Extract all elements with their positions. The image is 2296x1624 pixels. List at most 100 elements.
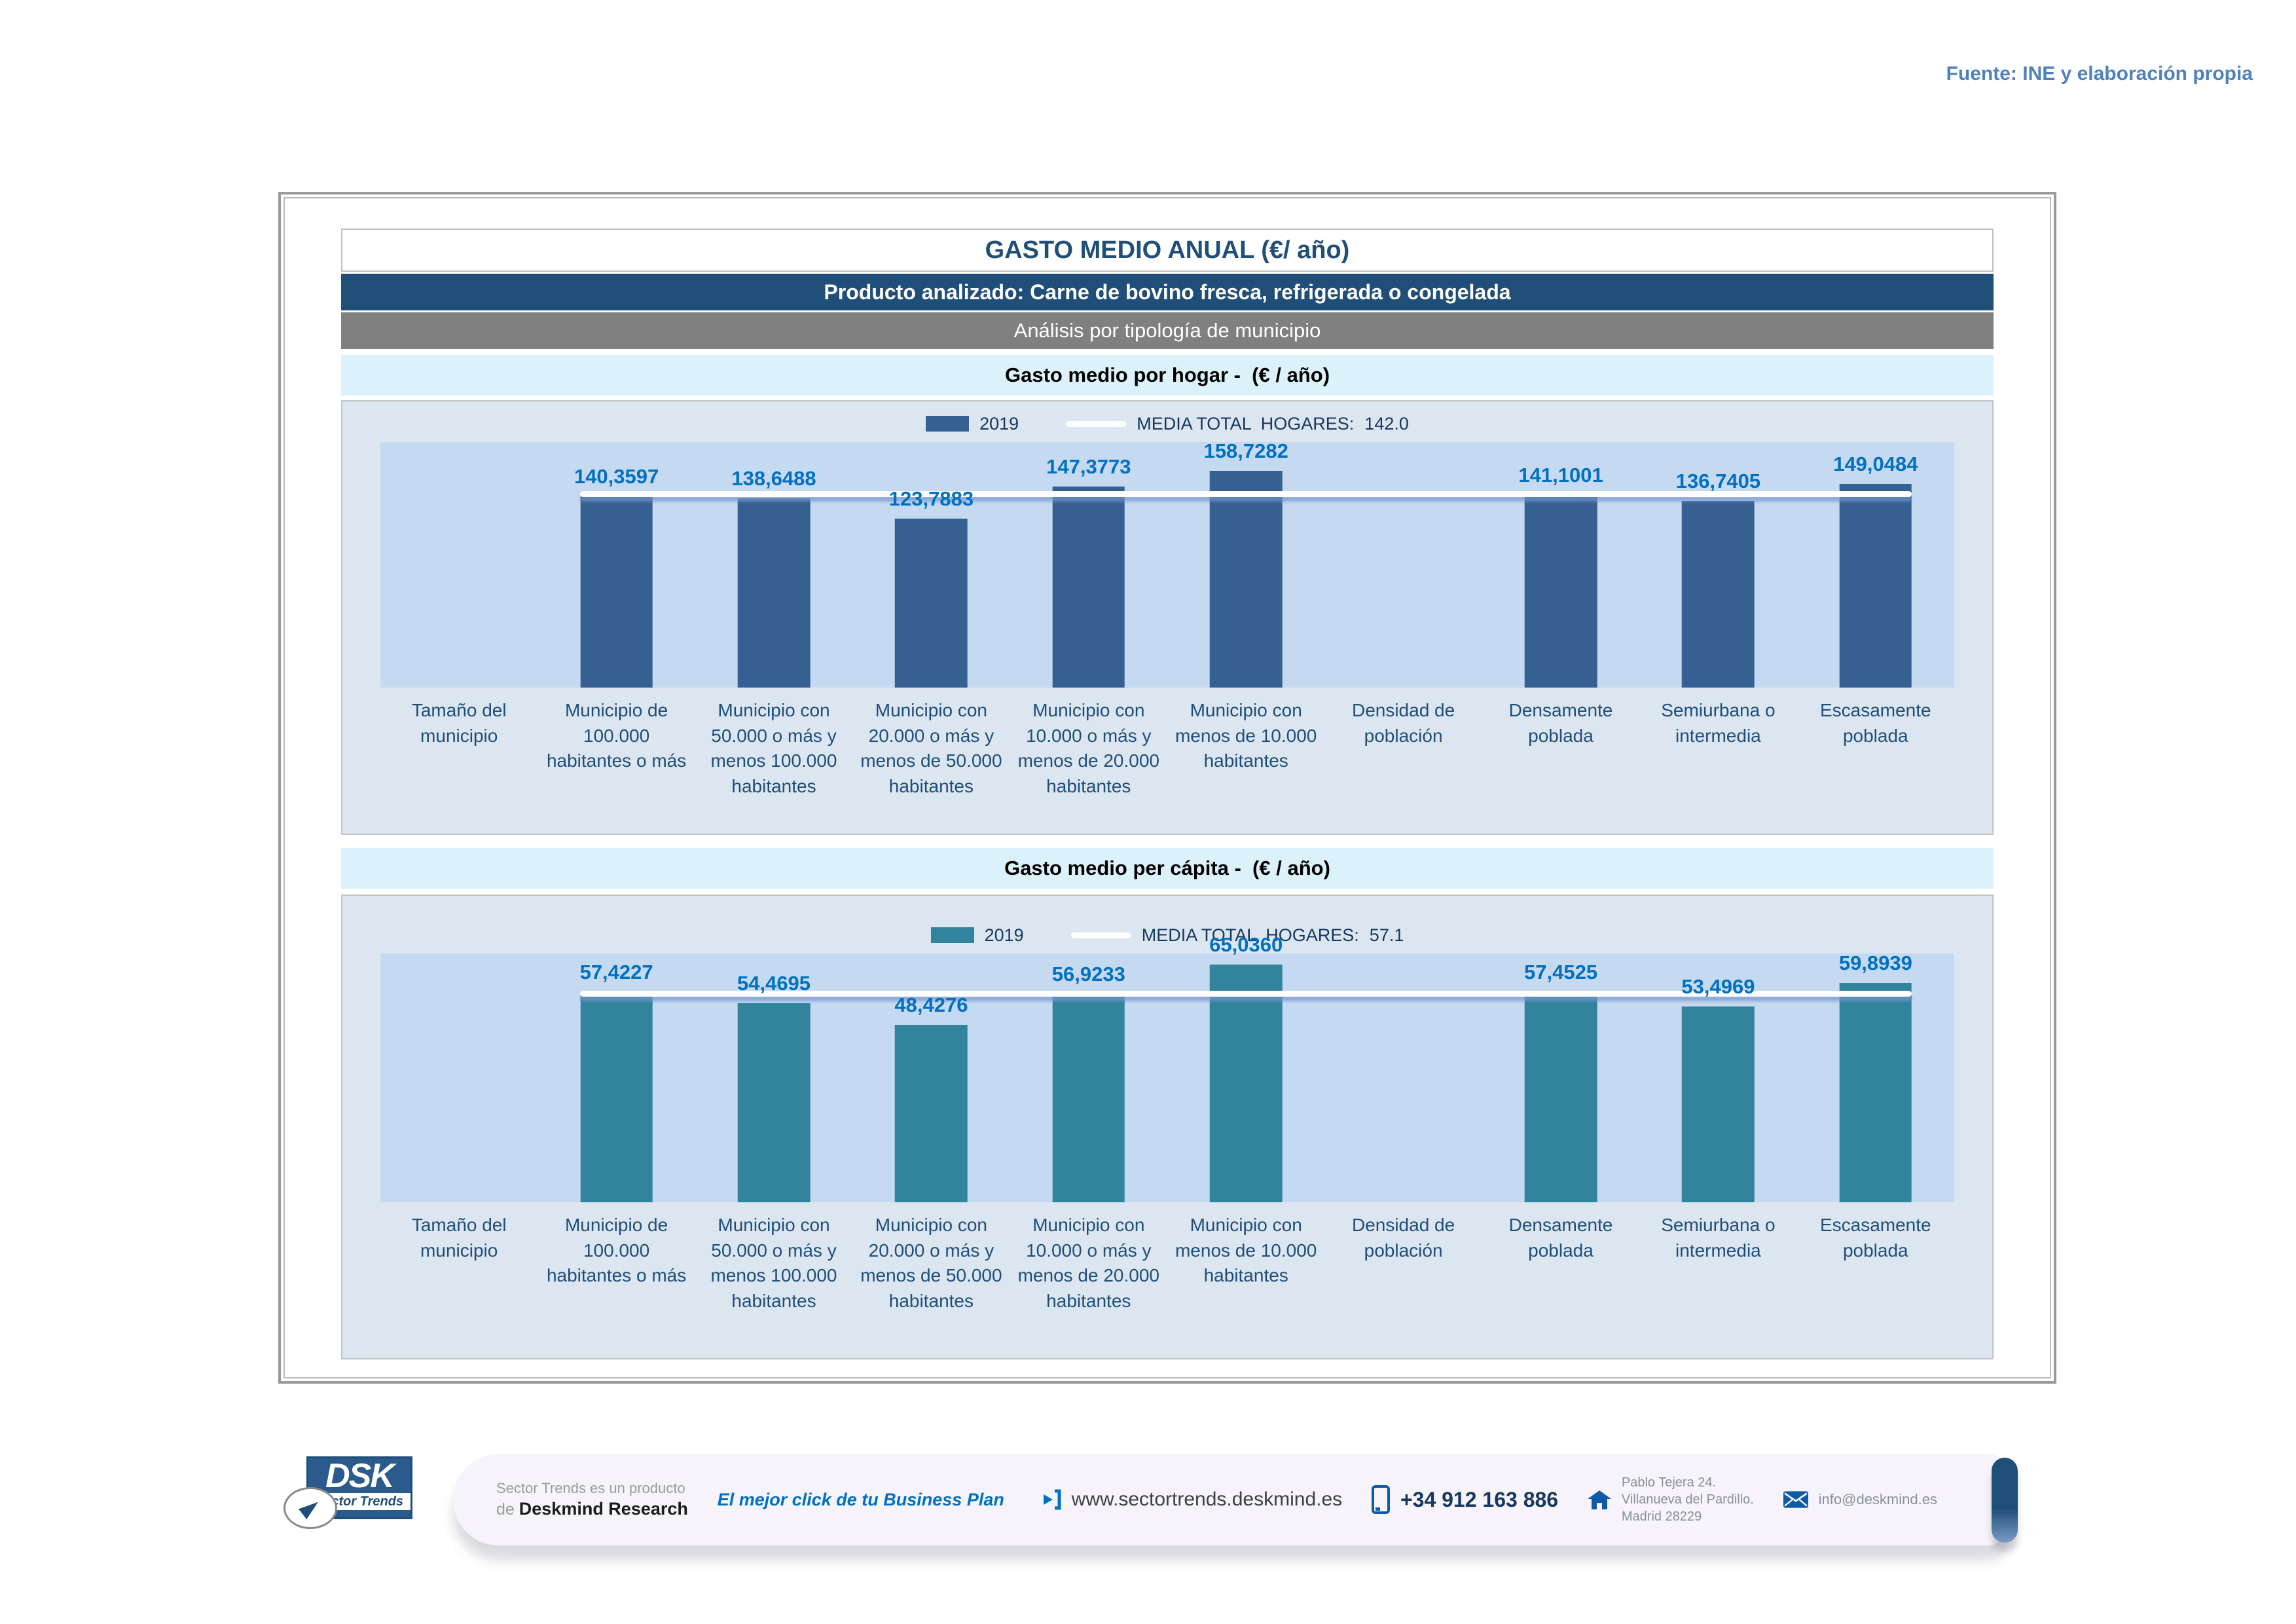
mean-label: MEDIA TOTAL HOGARES: <box>1141 925 1359 945</box>
category-label: Semiurbana o intermedia <box>1661 700 1776 746</box>
category-label: Municipio de 100.000 habitantes o más <box>546 1215 687 1286</box>
series-label: 2019 <box>984 925 1024 945</box>
mean-line <box>580 990 1912 997</box>
bar-value-label: 136,7405 <box>1675 470 1761 493</box>
footer-address: Pablo Tejera 24. Villanueva del Pardillo… <box>1622 1474 1754 1525</box>
bar-value-label: 48,4276 <box>894 993 968 1017</box>
bar <box>737 498 811 688</box>
category-slot <box>380 953 538 1202</box>
footer-address-line2: Villanueva del Pardillo. <box>1621 1492 1754 1507</box>
footer-address-item: Pablo Tejera 24. Villanueva del Pardillo… <box>1587 1474 1754 1525</box>
category-slot: 123,7883 <box>852 442 1010 688</box>
category-slot: 53,4969 <box>1639 953 1796 1202</box>
category-label: Semiurbana o intermedia <box>1661 1215 1776 1261</box>
analysis-banner: Análisis por tipología de municipio <box>341 312 1994 349</box>
category-label: Municipio con 20.000 o más y menos de 50… <box>860 700 1002 796</box>
series-swatch <box>926 416 970 432</box>
phone-icon <box>1371 1485 1390 1514</box>
bar <box>580 992 653 1202</box>
dsk-logo-acronym: DSK <box>325 1457 395 1495</box>
bar <box>1839 983 1912 1202</box>
series-label: 2019 <box>979 413 1019 434</box>
report-title: GASTO MEDIO ANUAL (€/ año) <box>341 229 1994 272</box>
household-chart-legend: 2019 MEDIA TOTAL HOGARES: 142.0 <box>342 409 1992 438</box>
source-note: Fuente: INE y elaboración propia <box>1946 63 2253 84</box>
category-slot: 136,7405 <box>1639 442 1796 688</box>
bar <box>1524 991 1597 1202</box>
category-slot: 65,0360 <box>1167 933 1324 1202</box>
category-slot: 56,9233 <box>1010 953 1167 1202</box>
category-slot: 158,7282 <box>1167 439 1324 688</box>
category-label: Municipio con menos de 10.000 habitantes <box>1175 700 1317 771</box>
household-category-labels: Tamaño del municipio Municipio de 100.000… <box>380 698 1954 800</box>
report-content: GASTO MEDIO ANUAL (€/ año) Producto anal… <box>341 229 1994 1359</box>
category-label: Municipio con menos de 10.000 habitantes <box>1175 1215 1317 1286</box>
category-label: Municipio con 50.000 o más y menos 100.0… <box>710 1215 837 1311</box>
category-slot <box>1324 442 1482 688</box>
category-slot: 147,3773 <box>1010 442 1167 688</box>
footer-address-line3: Madrid 28229 <box>1621 1509 1702 1524</box>
footer-email-link[interactable]: info@deskmind.es <box>1818 1491 1937 1507</box>
per-capita-plot-area: 57,4227 54,4695 48,4276 56,9233 65,0360 57,45… <box>380 933 1954 1202</box>
category-label: Densidad de población <box>1351 1215 1455 1261</box>
per-capita-chart-subtitle: Gasto medio per cápita - (€ / año) <box>341 848 1994 889</box>
footer-website-link[interactable]: www.sectortrends.deskmind.es <box>1071 1488 1343 1510</box>
per-capita-chart: 2019 MEDIA TOTAL HOGARES: 57.1 57,4227 54… <box>341 895 1994 1359</box>
bar <box>737 1003 811 1202</box>
mean-line-swatch <box>1066 420 1127 427</box>
report-frame-inner: GASTO MEDIO ANUAL (€/ año) Producto anal… <box>283 197 2051 1378</box>
category-slot: 149,0484 <box>1797 442 1954 688</box>
product-banner: Producto analizado: Carne de bovino fres… <box>341 274 1994 310</box>
category-slot: 57,4525 <box>1482 953 1639 1202</box>
category-label: Densamente poblada <box>1508 700 1613 746</box>
dsk-logo: DSK Sector Trends <box>283 1456 412 1529</box>
dsk-logo-emblem <box>283 1487 337 1529</box>
bar-value-label: 158,7282 <box>1203 439 1288 463</box>
category-label: Densidad de población <box>1351 700 1455 746</box>
category-label: Municipio con 20.000 o más y menos de 50… <box>860 1215 1002 1311</box>
bar <box>1839 484 1912 688</box>
bar <box>1682 501 1755 688</box>
bar-value-label: 65,0360 <box>1209 932 1283 956</box>
category-label: Municipio de 100.000 habitantes o más <box>546 700 687 771</box>
category-label: Escasamente poblada <box>1819 700 1931 746</box>
arrow-icon <box>1034 1489 1061 1510</box>
footer-product-block: Sector Trends es un producto de Deskmind… <box>496 1480 688 1519</box>
arrow-emblem-icon <box>299 1496 322 1520</box>
bar <box>895 519 968 688</box>
bar <box>1052 993 1125 1202</box>
bar-value-label: 53,4969 <box>1681 975 1755 999</box>
category-slot: 140,3597 <box>538 442 695 688</box>
bar-value-label: 141,1001 <box>1518 464 1603 487</box>
house-icon <box>1587 1490 1611 1509</box>
category-slot <box>380 442 538 688</box>
category-label: Tamaño del municipio <box>411 1215 507 1261</box>
bar <box>1524 495 1597 688</box>
bar-value-label: 57,4525 <box>1524 960 1598 984</box>
report-frame: GASTO MEDIO ANUAL (€/ año) Producto anal… <box>278 192 2056 1384</box>
bar-value-label: 57,4227 <box>579 961 653 984</box>
footer-phone-number: +34 912 163 886 <box>1400 1487 1559 1511</box>
mean-value: 142.0 <box>1364 413 1409 434</box>
mean-value: 57.1 <box>1369 925 1404 945</box>
category-label: Tamaño del municipio <box>411 700 507 746</box>
bar <box>1209 471 1283 688</box>
bar <box>1682 1006 1755 1202</box>
bar <box>580 496 653 688</box>
category-slot: 57,4227 <box>538 953 695 1202</box>
footer-address-line1: Pablo Tejera 24. <box>1621 1475 1717 1490</box>
footer-phone-item: +34 912 163 886 <box>1371 1485 1559 1514</box>
bar-value-label: 149,0484 <box>1833 452 1918 476</box>
category-slot: 141,1001 <box>1482 442 1639 688</box>
bar-value-label: 140,3597 <box>574 464 659 488</box>
category-slot: 54,4695 <box>695 953 852 1202</box>
category-slot: 59,8939 <box>1797 951 1954 1202</box>
bar-value-label: 147,3773 <box>1046 454 1131 478</box>
bar-value-label: 138,6488 <box>731 467 816 490</box>
category-label: Escasamente poblada <box>1819 1215 1931 1261</box>
category-label: Municipio con 10.000 o más y menos de 20… <box>1017 700 1159 796</box>
bar <box>895 1025 968 1202</box>
bar <box>1209 964 1283 1202</box>
household-chart-subtitle: Gasto medio por hogar - (€ / año) <box>341 355 1994 396</box>
footer-email-item: info@deskmind.es <box>1783 1491 1937 1508</box>
